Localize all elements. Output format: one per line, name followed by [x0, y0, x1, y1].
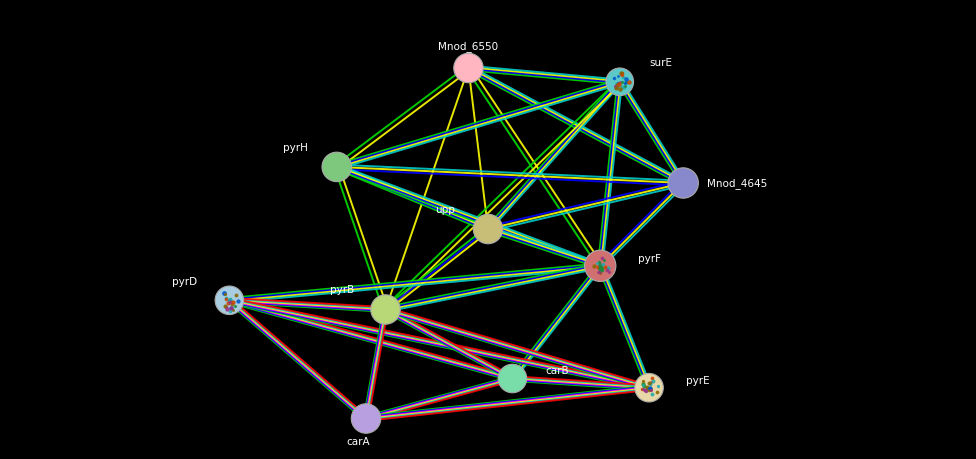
- Text: pyrE: pyrE: [686, 375, 710, 386]
- Circle shape: [371, 295, 400, 325]
- Text: pyrF: pyrF: [637, 253, 661, 263]
- Text: pyrD: pyrD: [172, 276, 197, 286]
- Circle shape: [473, 215, 503, 244]
- Text: pyrH: pyrH: [283, 142, 308, 152]
- Text: carA: carA: [346, 436, 370, 446]
- Circle shape: [606, 69, 633, 96]
- Circle shape: [454, 54, 483, 84]
- Circle shape: [351, 404, 381, 433]
- Circle shape: [322, 153, 351, 182]
- Circle shape: [668, 168, 699, 199]
- Circle shape: [585, 251, 616, 282]
- Text: carB: carB: [546, 365, 569, 375]
- Text: surE: surE: [649, 58, 672, 68]
- Circle shape: [215, 286, 244, 315]
- Text: Mnod_6550: Mnod_6550: [438, 41, 499, 52]
- Text: pyrB: pyrB: [331, 285, 354, 295]
- Text: Mnod_4645: Mnod_4645: [707, 178, 767, 189]
- Circle shape: [498, 364, 527, 393]
- Circle shape: [634, 374, 664, 402]
- Text: upp: upp: [435, 204, 455, 214]
